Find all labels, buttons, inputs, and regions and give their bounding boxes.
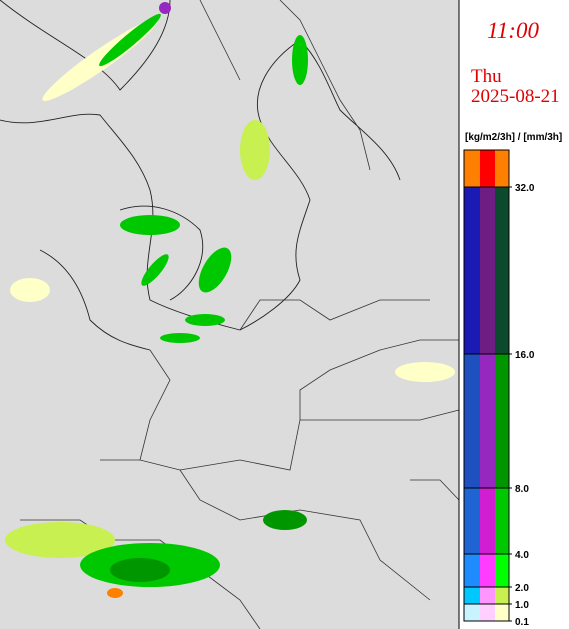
legend-tick-label: 1.0 xyxy=(515,600,529,611)
legend-swatch xyxy=(480,604,495,621)
legend-swatch xyxy=(495,488,509,554)
precipitation xyxy=(5,2,455,598)
legend-swatch xyxy=(480,554,495,587)
border xyxy=(139,339,459,471)
legend-swatch xyxy=(480,187,495,354)
rain-area xyxy=(185,314,225,326)
legend-swatch xyxy=(464,604,480,621)
legend-swatch xyxy=(495,187,509,354)
legend-tick-label: 4.0 xyxy=(515,550,529,561)
border xyxy=(100,299,431,601)
rain-area xyxy=(5,522,115,558)
legend-swatch xyxy=(464,554,480,587)
date: 2025-08-21 xyxy=(471,86,560,107)
rain-area xyxy=(99,13,161,67)
rain-area xyxy=(110,558,170,582)
legend-swatch xyxy=(464,187,480,354)
weekday: Thu xyxy=(471,66,502,87)
legend-swatch xyxy=(480,354,495,488)
time: 11:00 xyxy=(487,18,539,43)
coastline xyxy=(0,0,171,91)
rain-area xyxy=(292,35,308,85)
legend-swatch xyxy=(480,150,495,187)
border xyxy=(20,409,460,629)
border xyxy=(199,0,371,171)
rain-area xyxy=(240,120,270,180)
legend-swatch xyxy=(480,587,495,604)
legend-swatch xyxy=(464,587,480,604)
map xyxy=(0,0,460,629)
rain-area xyxy=(141,254,169,286)
legend-swatch xyxy=(464,354,480,488)
legend-swatch xyxy=(464,488,480,554)
legend-tick-label: 16.0 xyxy=(515,350,535,361)
legend-swatch xyxy=(495,604,509,621)
rain-area xyxy=(263,510,307,530)
rain-area xyxy=(120,215,180,235)
legend-tick-label: 32.0 xyxy=(515,183,535,194)
rain-area xyxy=(10,278,50,302)
rain-area xyxy=(107,588,123,598)
legend: 0.1 1.0 2.0 4.0 8.0 16.0 32.0 xyxy=(463,149,535,628)
legend-swatch xyxy=(495,554,509,587)
legend-tick-label: 2.0 xyxy=(515,583,529,594)
legend-swatch xyxy=(495,587,509,604)
coastline xyxy=(0,39,401,331)
legend-unit: [kg/m2/3h] / [mm/3h] xyxy=(465,132,562,143)
rain-area xyxy=(198,247,232,293)
coastline xyxy=(119,205,204,301)
legend-tick-label: 0.1 xyxy=(515,617,529,628)
legend-swatch xyxy=(480,488,495,554)
coastline xyxy=(39,249,151,351)
legend-swatch xyxy=(495,150,509,187)
legend-tick-label: 8.0 xyxy=(515,484,529,495)
rain-area xyxy=(159,2,171,14)
rain-area xyxy=(160,333,200,343)
rain-area xyxy=(395,362,455,382)
legend-swatch xyxy=(495,354,509,488)
legend-swatch xyxy=(464,150,480,187)
